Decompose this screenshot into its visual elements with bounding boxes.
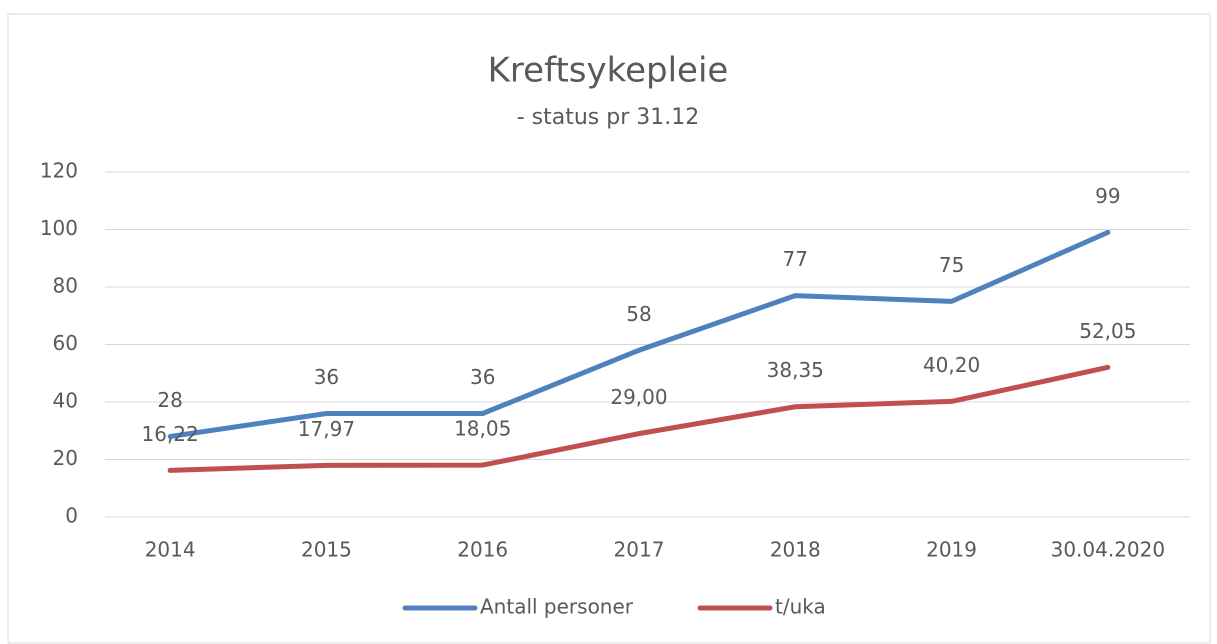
data-label: 99 <box>1095 184 1120 208</box>
data-label: 17,97 <box>298 417 355 441</box>
x-tick-label: 2014 <box>145 538 196 562</box>
chart-subtitle: - status pr 31.12 <box>517 105 700 130</box>
series-line <box>167 229 1111 439</box>
y-tick-label: 20 <box>53 446 78 470</box>
x-tick-label: 30.04.2020 <box>1051 538 1166 562</box>
y-tick-label: 0 <box>65 504 78 528</box>
chart-border <box>7 13 1211 644</box>
y-tick-label: 40 <box>53 389 78 413</box>
data-label: 29,00 <box>610 385 667 409</box>
data-label: 36 <box>314 365 339 389</box>
x-tick-label: 2017 <box>614 538 665 562</box>
data-label: 28 <box>157 388 182 412</box>
data-label: 75 <box>939 253 964 277</box>
x-tick-label: 2018 <box>770 538 821 562</box>
data-label: 38,35 <box>767 358 824 382</box>
data-label: 77 <box>783 247 808 271</box>
chart-title: Kreftsykepleie <box>488 51 729 91</box>
y-tick-label: 120 <box>40 159 78 183</box>
data-label: 36 <box>470 365 495 389</box>
legend-label: t/uka <box>775 595 826 619</box>
y-tick-label: 60 <box>53 331 78 355</box>
y-tick-label: 80 <box>53 274 78 298</box>
data-label: 40,20 <box>923 353 980 377</box>
data-label: 16,22 <box>142 422 199 446</box>
x-tick-label: 2015 <box>301 538 352 562</box>
x-tick-label: 2019 <box>926 538 977 562</box>
legend-label: Antall personer <box>480 595 634 619</box>
data-label: 52,05 <box>1079 319 1136 343</box>
y-tick-label: 100 <box>40 216 78 240</box>
data-label: 18,05 <box>454 417 511 441</box>
series-line <box>167 364 1111 473</box>
x-tick-label: 2016 <box>457 538 508 562</box>
data-label: 58 <box>626 302 651 326</box>
